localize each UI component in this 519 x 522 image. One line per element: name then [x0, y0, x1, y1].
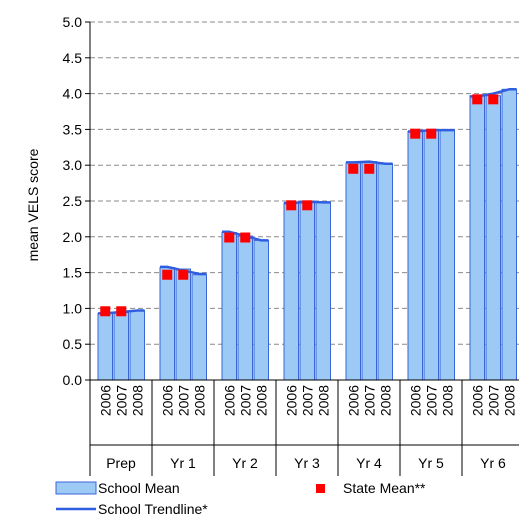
state-mean-marker — [100, 306, 111, 317]
group-label: Yr 6 — [480, 455, 506, 471]
year-label: 2008 — [315, 385, 331, 416]
year-label: 2006 — [97, 385, 113, 416]
legend-label-school-trendline: School Trendline* — [98, 501, 208, 517]
state-mean-marker — [302, 200, 313, 211]
state-mean-marker — [348, 163, 359, 174]
year-label: 2008 — [501, 385, 517, 416]
school-mean-bar — [407, 131, 423, 381]
year-label: 2006 — [407, 385, 423, 416]
school-mean-bar — [175, 268, 191, 381]
year-label: 2007 — [361, 385, 377, 416]
year-label: 2006 — [345, 385, 361, 416]
year-label: 2006 — [283, 385, 299, 416]
legend: School Mean State Mean** School Trendlin… — [55, 480, 426, 517]
y-tick-label: 0.0 — [63, 372, 83, 388]
legend-swatch-school-mean — [55, 481, 97, 495]
group-label: Yr 1 — [170, 455, 196, 471]
state-mean-marker — [410, 128, 421, 139]
school-mean-bar — [129, 310, 145, 381]
school-mean-bar — [253, 239, 269, 381]
year-label: 2008 — [253, 385, 269, 416]
school-mean-bar — [113, 312, 129, 381]
bars — [97, 88, 517, 381]
year-label: 2008 — [129, 385, 145, 416]
school-mean-bar — [283, 202, 299, 381]
state-mean-marker — [472, 94, 483, 105]
year-label: 2006 — [159, 385, 175, 416]
year-label: 2006 — [469, 385, 485, 416]
state-mean-marker — [116, 306, 127, 317]
school-mean-bar — [315, 201, 331, 381]
year-label: 2007 — [299, 385, 315, 416]
y-tick-label: 1.0 — [63, 300, 83, 316]
school-mean-bar — [361, 161, 377, 381]
school-mean-bar — [299, 200, 315, 381]
school-mean-bar — [485, 95, 501, 381]
year-label: 2008 — [439, 385, 455, 416]
year-label: 2007 — [113, 385, 129, 416]
y-tick-label: 1.5 — [63, 265, 83, 281]
state-mean-marker — [178, 269, 189, 280]
group-label: Yr 3 — [294, 455, 320, 471]
state-mean-marker — [224, 232, 235, 243]
legend-marker-state-mean — [316, 484, 325, 493]
school-mean-bar — [237, 235, 253, 381]
y-tick-label: 0.5 — [63, 336, 83, 352]
y-tick-label: 2.5 — [63, 193, 83, 209]
y-ticks: 0.0 0.5 1.0 1.5 2.0 2.5 3.0 3.5 4.0 4.5 5.0 — [63, 14, 90, 388]
legend-label-school-mean: School Mean — [98, 480, 180, 496]
group-label: Yr 4 — [356, 455, 382, 471]
school-trendline — [346, 160, 393, 166]
school-mean-bar — [377, 163, 393, 381]
state-mean-marker — [364, 163, 375, 174]
y-tick-label: 3.5 — [63, 121, 83, 137]
y-tick-label: 2.0 — [63, 229, 83, 245]
state-mean-marker — [426, 128, 437, 139]
school-mean-bar — [501, 88, 517, 381]
school-mean-bar — [159, 267, 175, 381]
year-label: 2007 — [175, 385, 191, 416]
group-label: Prep — [106, 455, 136, 471]
school-mean-bar — [345, 162, 361, 381]
school-mean-bar — [439, 129, 455, 381]
year-label: 2007 — [237, 385, 253, 416]
y-tick-label: 3.0 — [63, 157, 83, 173]
y-tick-label: 5.0 — [63, 14, 83, 30]
school-mean-bar — [423, 129, 439, 381]
state-mean-marker — [162, 269, 173, 280]
year-label: 2008 — [377, 385, 393, 416]
year-label: 2007 — [485, 385, 501, 416]
state-mean-marker — [240, 232, 251, 243]
y-tick-label: 4.5 — [63, 50, 83, 66]
school-mean-bar — [97, 312, 113, 381]
legend-label-state-mean: State Mean** — [343, 480, 426, 496]
year-label: 2007 — [423, 385, 439, 416]
axes — [89, 22, 519, 476]
y-tick-label: 4.0 — [63, 86, 83, 102]
y-axis-label: mean VELS score — [25, 148, 41, 261]
year-label: 2006 — [221, 385, 237, 416]
state-mean-marker — [286, 200, 297, 211]
school-mean-bar — [191, 274, 207, 381]
group-label: Yr 2 — [232, 455, 258, 471]
year-label: 2008 — [191, 385, 207, 416]
state-mean-marker — [488, 94, 499, 105]
state-markers — [100, 94, 499, 317]
school-mean-bar — [469, 95, 485, 381]
school-mean-bar — [221, 232, 237, 381]
group-label: Yr 5 — [418, 455, 444, 471]
